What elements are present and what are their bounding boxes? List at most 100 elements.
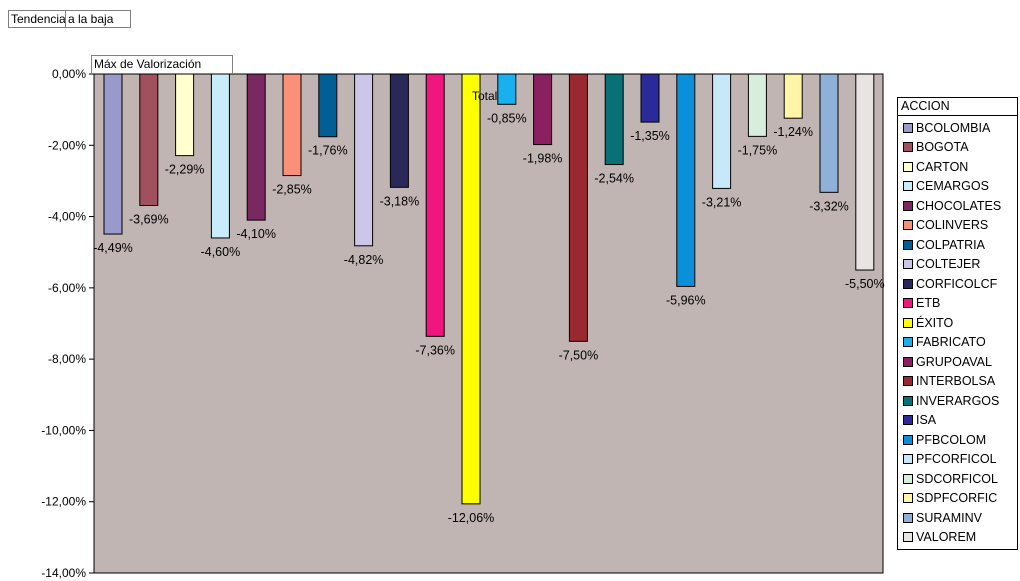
data-label: -4,49%	[93, 241, 133, 255]
legend-label: CORFICOLCF	[916, 276, 998, 291]
data-label: -4,60%	[201, 245, 241, 259]
legend-label: COLPATRIA	[916, 237, 985, 252]
legend-label: COLTEJER	[916, 257, 981, 272]
bar-coltejer	[354, 73, 374, 247]
legend-item: PFBCOLOM	[898, 430, 1001, 450]
legend-swatch	[903, 454, 913, 465]
legend-swatch	[903, 142, 913, 153]
bar-pfbcolom	[676, 73, 696, 287]
legend-item: SDCORFICOL	[898, 469, 1001, 489]
legend-item: BOGOTA	[898, 138, 1001, 158]
legend-label: SDPFCORFIC	[916, 491, 998, 506]
bar-isa	[640, 73, 660, 123]
data-label: -7,50%	[559, 348, 599, 362]
data-label: -2,85%	[272, 183, 312, 197]
bar-inverargos	[604, 73, 624, 166]
bar-interbolsa	[568, 73, 588, 342]
legend-label: PFBCOLOM	[916, 432, 987, 447]
legend-label: SURAMINV	[916, 510, 982, 525]
y-tick-label: -14,00%	[41, 566, 86, 580]
y-tick-label: -6,00%	[48, 281, 86, 295]
legend-item: COLPATRIA	[898, 235, 1001, 255]
bar-etb	[425, 73, 445, 337]
bar-pfcorficol	[712, 73, 732, 189]
data-label: -5,50%	[845, 277, 885, 291]
legend-swatch	[903, 122, 913, 133]
legend-item: CHOCOLATES	[898, 196, 1001, 216]
legend-item: SURAMINV	[898, 508, 1001, 528]
legend-item: ÉXITO	[898, 313, 1001, 333]
bar-éxito	[461, 73, 481, 505]
data-label: -7,36%	[415, 343, 455, 357]
legend-item: SDPFCORFIC	[898, 489, 1001, 509]
data-label: -4,82%	[344, 253, 384, 267]
bar-suraminv	[819, 73, 839, 193]
data-label: -5,96%	[666, 293, 706, 307]
legend-swatch	[903, 434, 913, 445]
legend-swatch	[903, 512, 913, 523]
legend-label: SDCORFICOL	[916, 471, 998, 486]
legend-item: PFCORFICOL	[898, 450, 1001, 470]
legend-swatch	[903, 337, 913, 348]
data-label: -3,21%	[702, 195, 742, 209]
legend-swatch	[903, 493, 913, 504]
data-label: -1,75%	[738, 143, 778, 157]
bar-sdpfcorfic	[783, 73, 803, 119]
data-label: -3,69%	[129, 213, 169, 227]
data-label: -3,18%	[380, 194, 420, 208]
data-field-button[interactable]: Máx de Valorización	[91, 55, 233, 74]
legend-label: INTERBOLSA	[916, 374, 996, 389]
legend-item: ETB	[898, 294, 1001, 314]
legend-swatch	[903, 356, 913, 367]
legend-item: CEMARGOS	[898, 177, 1001, 197]
data-label: -12,06%	[448, 511, 495, 525]
legend-label: INVERARGOS	[916, 393, 1000, 408]
legend-swatch	[903, 376, 913, 387]
data-label: -1,24%	[773, 125, 813, 139]
legend: ACCION BCOLOMBIA BOGOTA CARTON CEMARGOS CHOC…	[897, 97, 1018, 550]
legend-label: CARTON	[916, 159, 969, 174]
bar-cemargos	[210, 73, 230, 239]
legend-item: COLTEJER	[898, 255, 1001, 275]
legend-item: INVERARGOS	[898, 391, 1001, 411]
legend-item: BCOLOMBIA	[898, 118, 1001, 138]
bar-chocolates	[246, 73, 266, 221]
page-field-tendencia[interactable]: Tendencia	[8, 10, 66, 28]
legend-swatch	[903, 317, 913, 328]
data-label: -1,98%	[523, 152, 563, 166]
legend-label: COLINVERS	[916, 218, 989, 233]
legend-title[interactable]: ACCION	[898, 98, 1017, 116]
y-axis: 0,00% -2,00% -4,00% -6,00% -8,00% -10,00% -12,…	[41, 67, 94, 580]
legend-item: COLINVERS	[898, 216, 1001, 236]
legend-swatch	[903, 298, 913, 309]
legend-item: VALOREM	[898, 528, 1001, 548]
legend-label: FABRICATO	[916, 335, 986, 350]
bar-corficolcf	[389, 73, 409, 188]
legend-item: FABRICATO	[898, 333, 1001, 353]
data-label: -1,76%	[308, 144, 348, 158]
y-tick-label: 0,00%	[52, 67, 86, 81]
bar-valorem	[855, 73, 875, 271]
legend-swatch	[903, 532, 913, 543]
legend-label: ISA	[916, 413, 937, 428]
bar-colinvers	[282, 73, 302, 177]
legend-item: INTERBOLSA	[898, 372, 1001, 392]
y-tick-label: -2,00%	[48, 138, 86, 152]
data-label: -0,85%	[487, 111, 527, 125]
bar-carton	[175, 73, 195, 157]
bar-bogota	[139, 73, 159, 207]
category-label: Total	[472, 89, 497, 103]
legend-swatch	[903, 395, 913, 406]
legend-label: BOGOTA	[916, 140, 969, 155]
legend-label: CHOCOLATES	[916, 198, 1002, 213]
legend-swatch	[903, 473, 913, 484]
legend-swatch	[903, 259, 913, 270]
legend-label: PFCORFICOL	[916, 452, 997, 467]
page-field-value[interactable]: a la baja	[65, 10, 131, 28]
bar-fabricato	[497, 73, 517, 105]
bar-sdcorficol	[747, 73, 767, 137]
y-tick-label: -8,00%	[48, 352, 86, 366]
legend-label: GRUPOAVAL	[916, 354, 992, 369]
data-label: -4,10%	[236, 227, 276, 241]
